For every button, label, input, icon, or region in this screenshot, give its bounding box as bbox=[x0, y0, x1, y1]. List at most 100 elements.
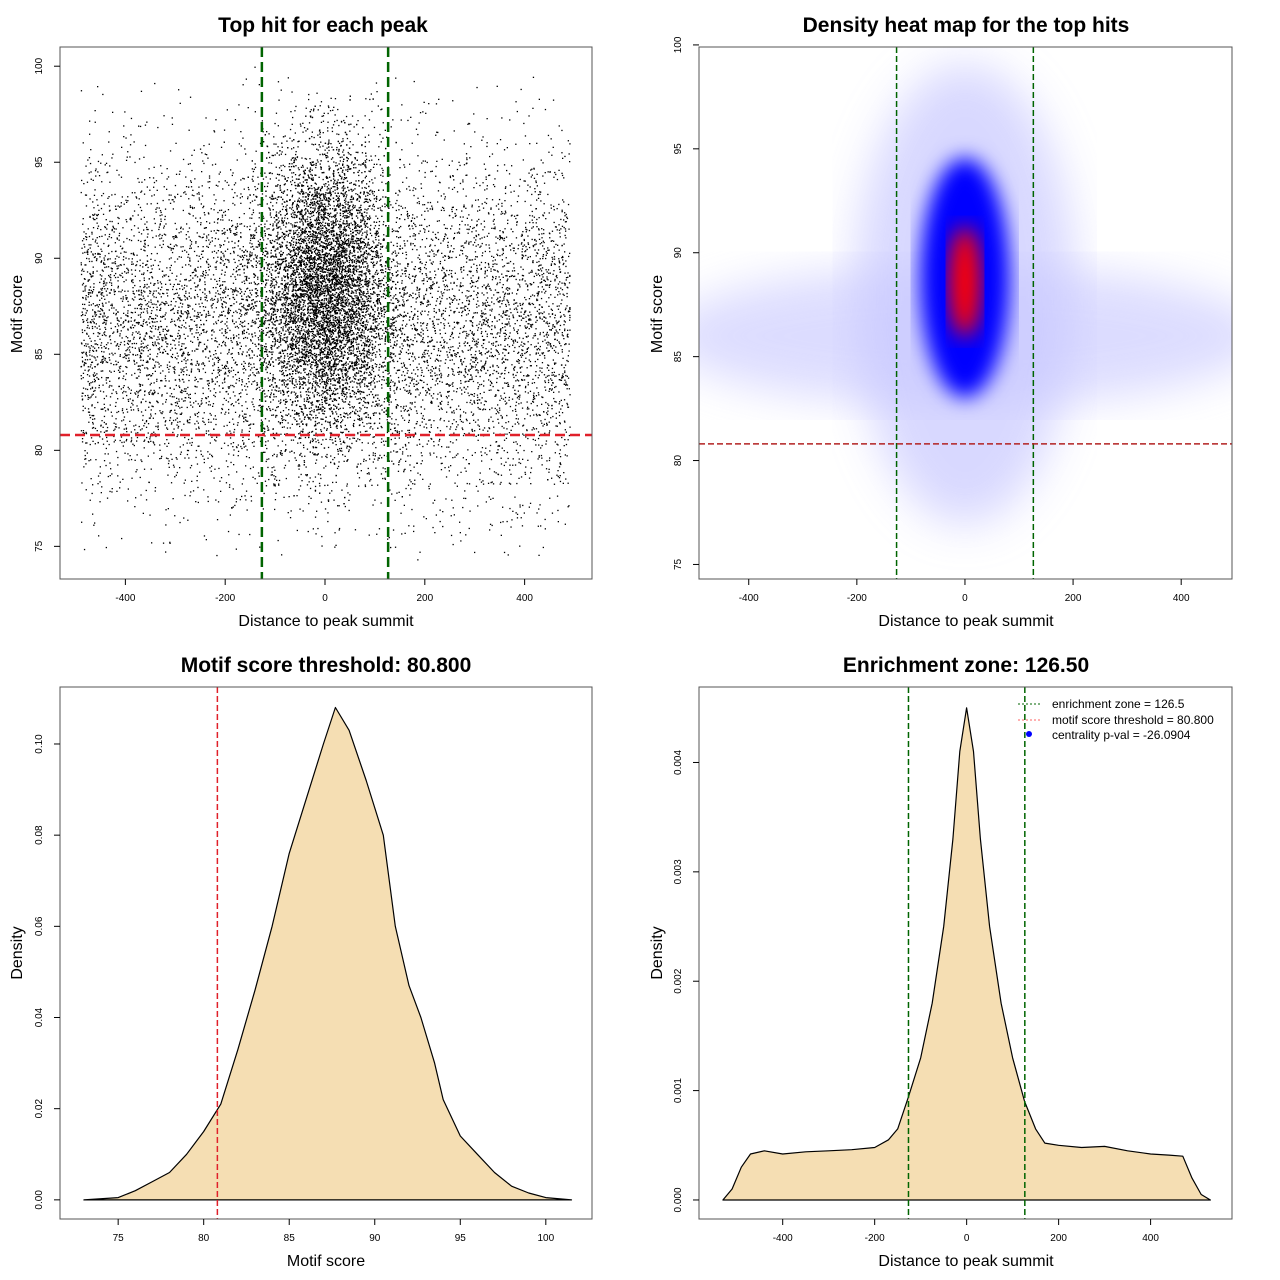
scatter-point bbox=[504, 345, 506, 347]
scatter-point bbox=[255, 388, 257, 391]
scatter-point bbox=[234, 395, 236, 397]
scatter-point bbox=[310, 440, 312, 442]
scatter-point bbox=[366, 298, 368, 300]
scatter-point bbox=[506, 433, 508, 435]
scatter-point bbox=[516, 341, 519, 343]
scatter-point bbox=[150, 258, 152, 260]
scatter-point bbox=[144, 335, 146, 337]
scatter-point bbox=[213, 354, 215, 356]
scatter-point bbox=[247, 287, 249, 289]
scatter-point bbox=[544, 381, 547, 384]
scatter-point bbox=[486, 142, 488, 144]
scatter-point bbox=[359, 239, 361, 241]
scatter-point bbox=[429, 285, 432, 287]
scatter-point bbox=[334, 405, 336, 407]
scatter-point bbox=[163, 225, 165, 227]
scatter-point bbox=[434, 332, 437, 334]
scatter-point bbox=[120, 291, 122, 293]
scatter-point bbox=[448, 314, 450, 317]
scatter-point bbox=[88, 411, 91, 413]
scatter-point bbox=[532, 398, 534, 401]
scatter-point bbox=[213, 311, 215, 313]
scatter-point bbox=[442, 525, 444, 528]
scatter-point bbox=[291, 204, 293, 206]
scatter-point bbox=[237, 399, 239, 401]
scatter-point bbox=[274, 270, 276, 272]
scatter-point bbox=[224, 210, 226, 213]
scatter-point bbox=[149, 330, 152, 332]
scatter-point bbox=[481, 447, 484, 449]
scatter-point bbox=[285, 293, 287, 296]
scatter-point bbox=[251, 321, 253, 323]
scatter-point bbox=[116, 329, 119, 331]
scatter-point bbox=[542, 352, 545, 354]
scatter-point bbox=[538, 554, 540, 556]
scatter-point bbox=[400, 351, 402, 353]
scatter-point bbox=[296, 310, 299, 312]
scatter-point bbox=[241, 410, 243, 412]
scatter-point bbox=[545, 257, 547, 260]
scatter-point bbox=[543, 241, 545, 244]
scatter-point bbox=[403, 305, 405, 307]
scatter-point bbox=[154, 487, 157, 489]
scatter-point bbox=[465, 320, 467, 322]
scatter-point bbox=[241, 325, 243, 327]
scatter-point bbox=[251, 357, 253, 359]
scatter-point bbox=[241, 447, 243, 450]
scatter-point bbox=[92, 289, 95, 291]
scatter-point bbox=[471, 324, 473, 326]
scatter-point bbox=[173, 368, 175, 370]
scatter-point bbox=[362, 352, 364, 354]
scatter-point bbox=[320, 199, 322, 202]
scatter-point bbox=[453, 312, 455, 314]
scatter-point bbox=[530, 324, 532, 326]
scatter-point bbox=[363, 246, 365, 249]
scatter-point bbox=[230, 288, 232, 290]
scatter-point bbox=[501, 205, 503, 207]
scatter-point bbox=[233, 298, 236, 300]
scatter-point bbox=[147, 368, 149, 370]
scatter-point bbox=[136, 260, 138, 263]
scatter-point bbox=[178, 318, 180, 320]
scatter-point bbox=[527, 289, 529, 291]
scatter-point bbox=[537, 347, 540, 350]
scatter-point bbox=[274, 378, 276, 380]
scatter-point bbox=[202, 351, 204, 353]
scatter-point bbox=[354, 163, 356, 165]
scatter-point bbox=[303, 173, 306, 175]
scatter-point bbox=[529, 390, 532, 392]
scatter-point bbox=[179, 298, 181, 300]
scatter-point bbox=[154, 341, 156, 343]
scatter-point bbox=[553, 362, 556, 364]
scatter-point bbox=[563, 445, 565, 447]
scatter-point bbox=[344, 354, 346, 356]
scatter-point bbox=[569, 275, 571, 277]
scatter-point bbox=[98, 535, 100, 537]
scatter-point bbox=[449, 251, 451, 253]
scatter-point bbox=[474, 421, 477, 423]
scatter-point bbox=[243, 213, 245, 215]
scatter-point bbox=[424, 176, 426, 178]
scatter-point bbox=[366, 284, 368, 286]
scatter-point bbox=[280, 411, 282, 413]
scatter-point bbox=[437, 238, 440, 241]
scatter-point bbox=[376, 251, 378, 254]
scatter-point bbox=[478, 408, 480, 410]
scatter-point bbox=[429, 357, 432, 359]
scatter-point bbox=[550, 207, 552, 209]
scatter-point bbox=[220, 297, 222, 299]
scatter-point bbox=[221, 284, 224, 286]
scatter-point bbox=[455, 256, 457, 258]
scatter-point bbox=[435, 236, 437, 239]
scatter-point bbox=[373, 227, 375, 229]
scatter-point bbox=[246, 509, 248, 511]
scatter-point bbox=[364, 226, 366, 228]
scatter-point bbox=[458, 405, 460, 407]
scatter-point bbox=[94, 522, 96, 524]
scatter-point bbox=[213, 230, 215, 232]
scatter-point bbox=[385, 413, 387, 415]
scatter-point bbox=[223, 442, 226, 444]
scatter-point bbox=[390, 451, 392, 453]
scatter-point bbox=[252, 309, 254, 311]
scatter-point bbox=[430, 426, 432, 428]
